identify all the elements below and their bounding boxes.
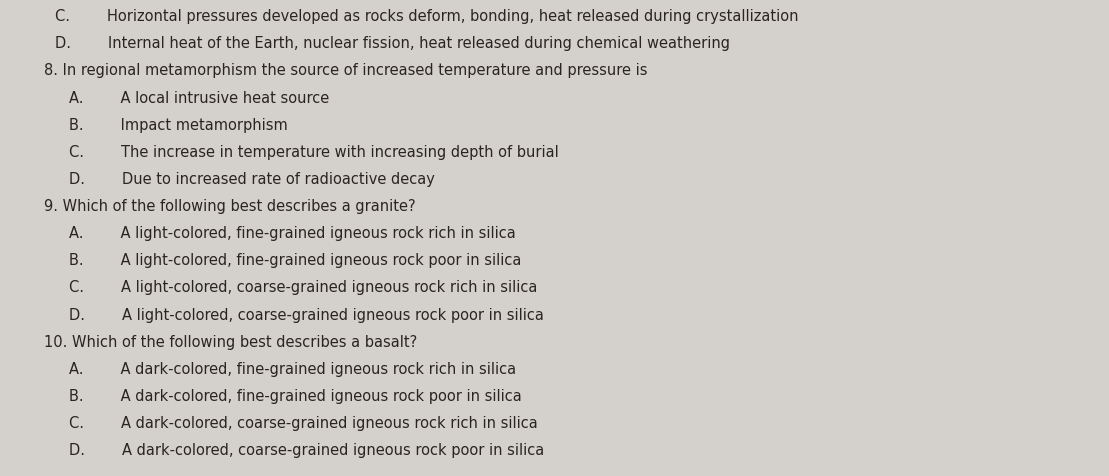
Text: B.        A dark-colored, fine-grained igneous rock poor in silica: B. A dark-colored, fine-grained igneous … bbox=[69, 389, 521, 404]
Text: C.        Horizontal pressures developed as rocks deform, bonding, heat released: C. Horizontal pressures developed as roc… bbox=[55, 9, 798, 24]
Text: A.        A light-colored, fine-grained igneous rock rich in silica: A. A light-colored, fine-grained igneous… bbox=[69, 226, 516, 241]
Text: D.        A light-colored, coarse-grained igneous rock poor in silica: D. A light-colored, coarse-grained igneo… bbox=[69, 307, 543, 323]
Text: A.        A local intrusive heat source: A. A local intrusive heat source bbox=[69, 90, 329, 106]
Text: B.        Impact metamorphism: B. Impact metamorphism bbox=[69, 118, 287, 133]
Text: 9. Which of the following best describes a granite?: 9. Which of the following best describes… bbox=[44, 199, 416, 214]
Text: C.        The increase in temperature with increasing depth of burial: C. The increase in temperature with incr… bbox=[69, 145, 559, 160]
Text: C.        A dark-colored, coarse-grained igneous rock rich in silica: C. A dark-colored, coarse-grained igneou… bbox=[69, 416, 538, 431]
Text: A.        A dark-colored, fine-grained igneous rock rich in silica: A. A dark-colored, fine-grained igneous … bbox=[69, 362, 516, 377]
Text: 8. In regional metamorphism the source of increased temperature and pressure is: 8. In regional metamorphism the source o… bbox=[44, 63, 648, 79]
Text: 10. Which of the following best describes a basalt?: 10. Which of the following best describe… bbox=[44, 335, 418, 350]
Text: D.        Due to increased rate of radioactive decay: D. Due to increased rate of radioactive … bbox=[69, 172, 435, 187]
Text: D.        A dark-colored, coarse-grained igneous rock poor in silica: D. A dark-colored, coarse-grained igneou… bbox=[69, 443, 545, 458]
Text: B.        A light-colored, fine-grained igneous rock poor in silica: B. A light-colored, fine-grained igneous… bbox=[69, 253, 521, 268]
Text: D.        Internal heat of the Earth, nuclear fission, heat released during chem: D. Internal heat of the Earth, nuclear f… bbox=[55, 36, 731, 51]
Text: C.        A light-colored, coarse-grained igneous rock rich in silica: C. A light-colored, coarse-grained igneo… bbox=[69, 280, 537, 296]
